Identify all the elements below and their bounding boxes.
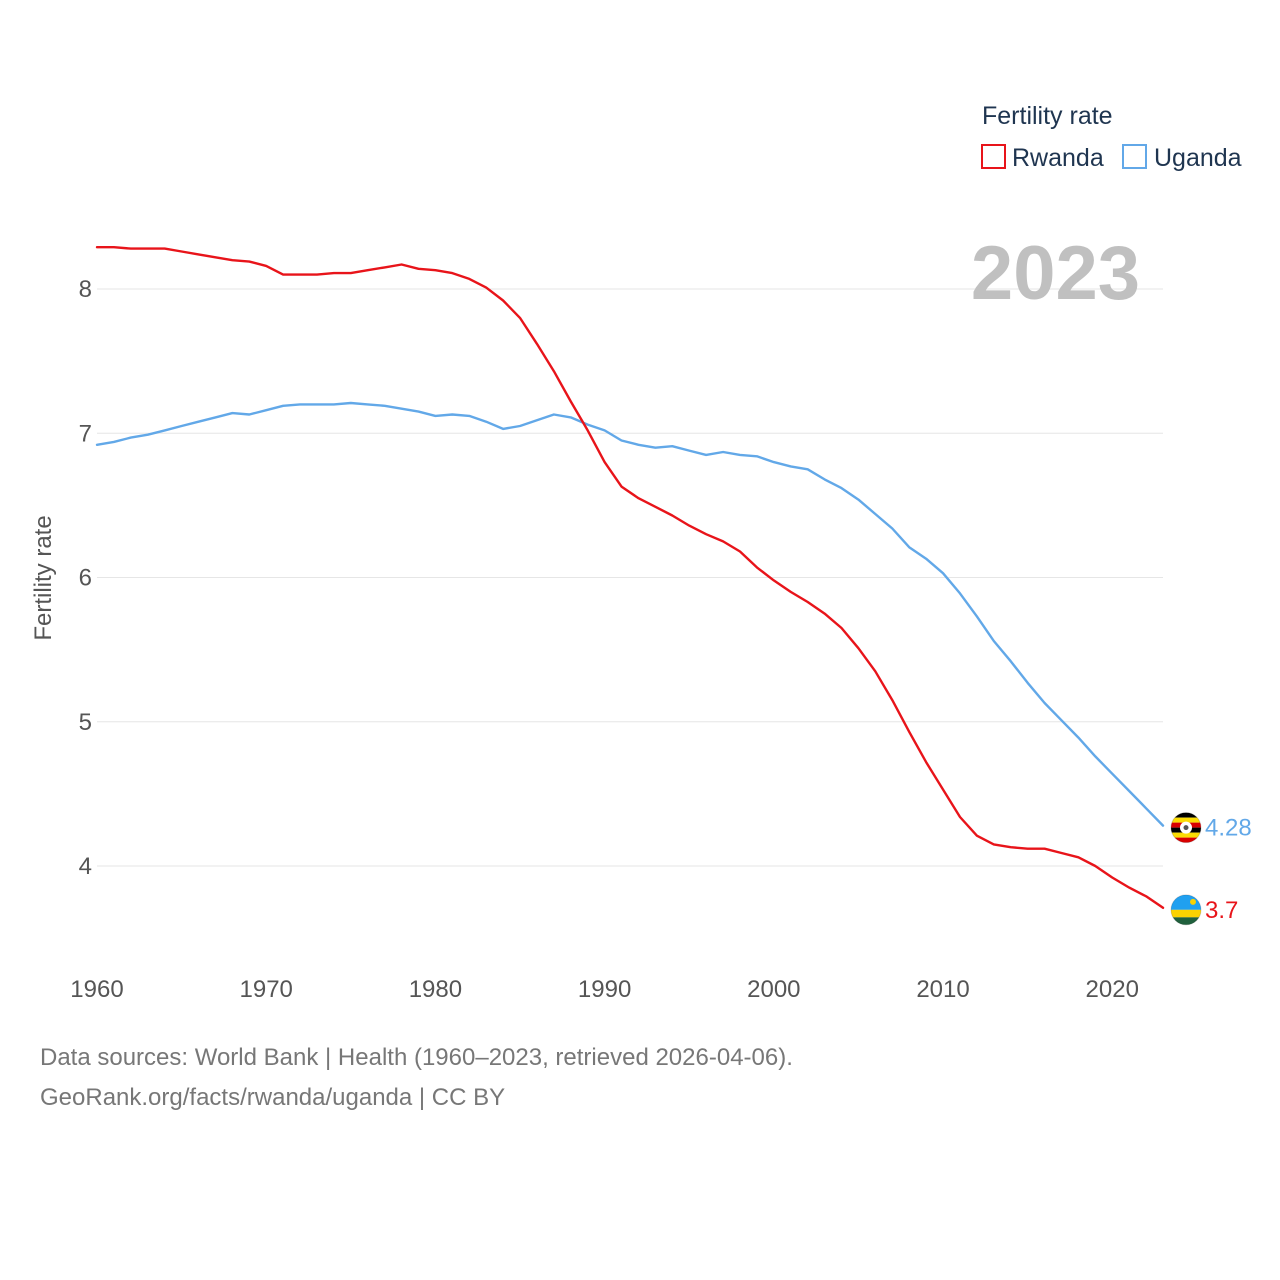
end-value-uganda: 4.28	[1205, 815, 1252, 842]
legend-title: Fertility rate	[982, 102, 1113, 130]
rwanda-flag-icon	[1170, 894, 1202, 926]
x-tick-label: 1960	[70, 976, 123, 1003]
legend-swatch-rwanda[interactable]	[981, 144, 1006, 169]
end-value-rwanda: 3.7	[1205, 897, 1238, 924]
x-tick-label: 2000	[747, 976, 800, 1003]
y-axis-title: Fertility rate	[30, 515, 57, 640]
legend-label-rwanda[interactable]: Rwanda	[1012, 144, 1104, 172]
attribution-link[interactable]: GeoRank.org/facts/rwanda/uganda | CC BY	[40, 1084, 506, 1111]
x-tick-label: 2010	[916, 976, 969, 1003]
year-watermark: 2023	[971, 231, 1140, 316]
uganda-flag-icon	[1170, 812, 1202, 844]
x-tick-label: 1990	[578, 976, 631, 1003]
series-line-uganda[interactable]	[95, 401, 1165, 827]
x-tick-label: 1970	[240, 976, 293, 1003]
y-tick-label: 8	[79, 276, 92, 303]
data-sources-note: Data sources: World Bank | Health (1960–…	[40, 1044, 793, 1071]
fertility-rate-chart: 4 5 6 7 8 1960 1970 1980 1990 2000 2010 2020 Ferti…	[30, 102, 1252, 1003]
y-tick-label: 7	[79, 420, 92, 447]
x-tick-label: 1980	[409, 976, 462, 1003]
y-tick-label: 4	[79, 853, 92, 880]
series-lines	[95, 245, 1165, 909]
y-tick-label: 6	[79, 565, 92, 592]
x-axis: 1960 1970 1980 1990 2000 2010 2020	[70, 976, 1139, 1003]
legend-label-uganda[interactable]: Uganda	[1154, 144, 1242, 172]
legend: Fertility rate Rwanda Uganda	[981, 102, 1242, 172]
series-line-rwanda[interactable]	[95, 245, 1165, 909]
y-tick-label: 5	[79, 709, 92, 736]
grid	[97, 288, 1163, 867]
end-labels: 3.7 4.28	[1170, 812, 1252, 926]
legend-swatch-uganda[interactable]	[1122, 144, 1147, 169]
x-tick-label: 2020	[1086, 976, 1139, 1003]
y-axis: 4 5 6 7 8	[79, 276, 92, 880]
